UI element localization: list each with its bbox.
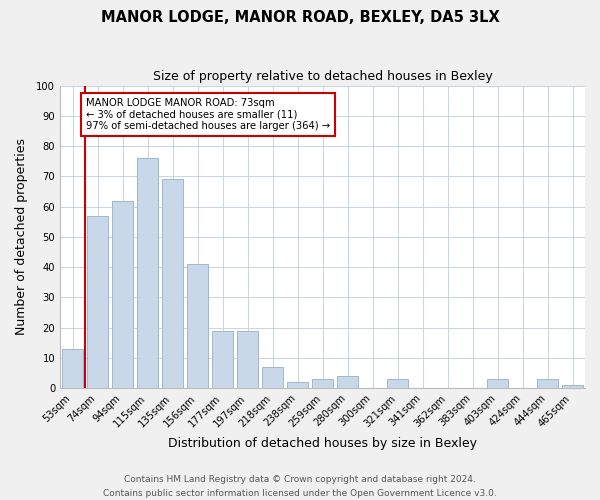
Y-axis label: Number of detached properties: Number of detached properties [15, 138, 28, 336]
X-axis label: Distribution of detached houses by size in Bexley: Distribution of detached houses by size … [168, 437, 477, 450]
Text: Contains HM Land Registry data © Crown copyright and database right 2024.
Contai: Contains HM Land Registry data © Crown c… [103, 476, 497, 498]
Bar [562, 385, 583, 388]
Bar [287, 382, 308, 388]
Title: Size of property relative to detached houses in Bexley: Size of property relative to detached ho… [152, 70, 493, 83]
Bar [312, 379, 333, 388]
Text: MANOR LODGE, MANOR ROAD, BEXLEY, DA5 3LX: MANOR LODGE, MANOR ROAD, BEXLEY, DA5 3LX [101, 10, 499, 25]
Bar [137, 158, 158, 388]
Bar [62, 349, 83, 388]
Bar [237, 330, 258, 388]
Bar [337, 376, 358, 388]
Bar [87, 216, 108, 388]
Bar [212, 330, 233, 388]
Bar [487, 379, 508, 388]
Text: MANOR LODGE MANOR ROAD: 73sqm
← 3% of detached houses are smaller (11)
97% of se: MANOR LODGE MANOR ROAD: 73sqm ← 3% of de… [86, 98, 331, 131]
Bar [112, 200, 133, 388]
Bar [387, 379, 408, 388]
Bar [162, 180, 183, 388]
Bar [262, 367, 283, 388]
Bar [187, 264, 208, 388]
Bar [537, 379, 558, 388]
